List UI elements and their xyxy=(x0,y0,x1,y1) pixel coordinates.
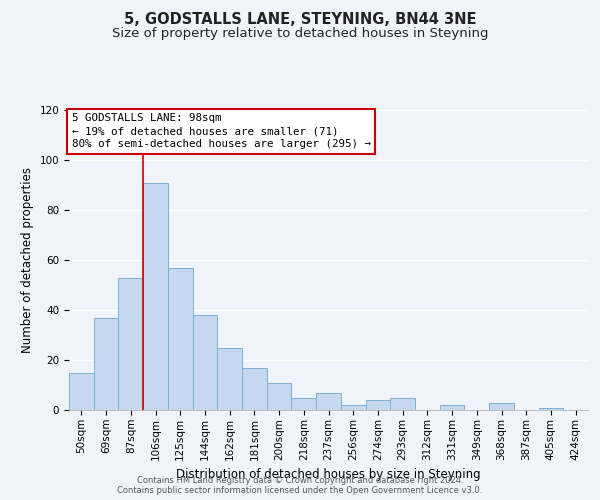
Bar xyxy=(193,315,217,410)
Y-axis label: Number of detached properties: Number of detached properties xyxy=(21,167,34,353)
Bar xyxy=(390,398,415,410)
Bar xyxy=(118,278,143,410)
Bar xyxy=(94,318,118,410)
Bar xyxy=(242,368,267,410)
Bar xyxy=(217,348,242,410)
Bar xyxy=(341,405,365,410)
Text: 5, GODSTALLS LANE, STEYNING, BN44 3NE: 5, GODSTALLS LANE, STEYNING, BN44 3NE xyxy=(124,12,476,28)
Text: Contains public sector information licensed under the Open Government Licence v3: Contains public sector information licen… xyxy=(118,486,482,495)
Bar xyxy=(539,408,563,410)
Bar xyxy=(292,398,316,410)
Bar xyxy=(440,405,464,410)
Text: Contains HM Land Registry data © Crown copyright and database right 2024.: Contains HM Land Registry data © Crown c… xyxy=(137,476,463,485)
Bar xyxy=(365,400,390,410)
Bar xyxy=(316,392,341,410)
Bar xyxy=(267,382,292,410)
Bar xyxy=(143,182,168,410)
Text: Size of property relative to detached houses in Steyning: Size of property relative to detached ho… xyxy=(112,28,488,40)
Text: 5 GODSTALLS LANE: 98sqm
← 19% of detached houses are smaller (71)
80% of semi-de: 5 GODSTALLS LANE: 98sqm ← 19% of detache… xyxy=(71,113,371,150)
Bar xyxy=(489,402,514,410)
Bar xyxy=(168,268,193,410)
X-axis label: Distribution of detached houses by size in Steyning: Distribution of detached houses by size … xyxy=(176,468,481,481)
Bar xyxy=(69,372,94,410)
